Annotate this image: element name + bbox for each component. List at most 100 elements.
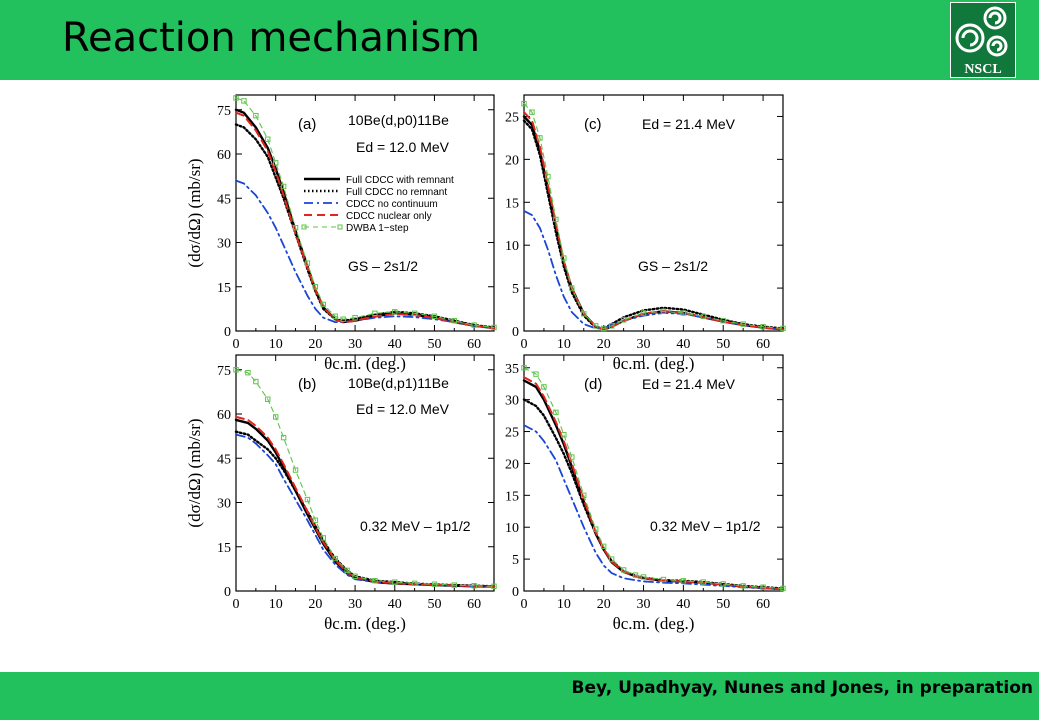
legend-marker xyxy=(301,224,307,230)
series-point xyxy=(608,323,615,329)
x-tick-label: 40 xyxy=(388,597,402,612)
series-point xyxy=(280,183,287,190)
series-point xyxy=(451,317,458,324)
x-tick-label: 10 xyxy=(269,597,283,612)
series-point xyxy=(292,225,299,231)
series-point xyxy=(660,308,667,314)
series-line xyxy=(522,379,785,591)
series-point xyxy=(320,301,327,308)
series-point xyxy=(372,577,378,584)
x-axis-label: θc.m. (deg.) xyxy=(613,614,695,633)
x-tick-label: 0 xyxy=(521,597,528,612)
y-tick-label: 25 xyxy=(505,426,519,441)
series-point xyxy=(241,98,247,104)
series-point xyxy=(593,526,599,532)
series-point xyxy=(541,384,547,390)
series-point xyxy=(537,135,543,141)
x-tick-label: 40 xyxy=(388,337,402,352)
series-point xyxy=(491,583,497,589)
series-point xyxy=(312,284,319,290)
plot-frame xyxy=(235,354,495,592)
panel-label: (c) xyxy=(584,116,602,133)
x-tick-label: 60 xyxy=(467,597,481,612)
series-point xyxy=(780,585,786,592)
x-tick-label: 30 xyxy=(637,337,651,352)
x-tick-label: 20 xyxy=(597,337,611,352)
y-tick-label: 45 xyxy=(217,452,231,467)
legend-entry: Full CDCC with remnant xyxy=(346,175,454,186)
y-tick-label: 30 xyxy=(505,394,519,409)
y-tick-label: 0 xyxy=(512,325,519,340)
series-point xyxy=(392,579,398,585)
panel-label: (d) xyxy=(584,376,602,393)
series-point xyxy=(521,100,527,107)
series-line xyxy=(523,111,784,331)
footer-bar xyxy=(0,672,1039,720)
series-point xyxy=(272,414,279,420)
y-tick-label: 75 xyxy=(217,364,231,379)
state-label: GS – 2s1/2 xyxy=(348,258,418,274)
y-tick-label: 10 xyxy=(505,521,519,536)
series-point xyxy=(581,492,587,499)
series-point xyxy=(740,583,746,589)
y-tick-label: 15 xyxy=(217,541,231,556)
x-tick-label: 50 xyxy=(716,597,730,612)
series-point xyxy=(292,467,299,473)
series-line xyxy=(235,179,495,329)
series-point xyxy=(265,136,271,142)
series-line xyxy=(235,415,495,588)
y-tick-label: 15 xyxy=(505,196,519,211)
y-tick-label: 75 xyxy=(217,104,231,119)
x-tick-label: 0 xyxy=(233,597,240,612)
series-point xyxy=(700,313,707,320)
series-point xyxy=(431,581,438,587)
series-line xyxy=(522,398,785,590)
x-tick-label: 30 xyxy=(637,597,651,612)
plot-frame xyxy=(235,94,495,332)
series-point xyxy=(320,535,327,541)
series-point xyxy=(521,365,527,371)
x-tick-label: 30 xyxy=(348,597,362,612)
y-tick-label: 25 xyxy=(505,110,519,125)
x-tick-label: 30 xyxy=(348,337,362,352)
y-tick-label: 30 xyxy=(217,237,231,252)
legend-entry: CDCC nuclear only xyxy=(346,211,432,222)
x-axis-label: θc.m. (deg.) xyxy=(324,614,406,633)
x-tick-label: 60 xyxy=(756,597,770,612)
series-point xyxy=(640,310,647,316)
series-point xyxy=(561,255,567,261)
series-point xyxy=(253,112,259,119)
series-point xyxy=(233,95,239,101)
series-point xyxy=(312,517,319,523)
reaction-label: 10Be(d,p0)11Be xyxy=(348,112,449,128)
x-tick-label: 20 xyxy=(597,597,611,612)
legend-entry: CDCC no continuum xyxy=(346,199,438,210)
nscl-logo: NSCL xyxy=(949,1,1017,79)
series-point xyxy=(304,260,311,266)
series-point xyxy=(253,378,259,385)
series-point xyxy=(632,572,639,578)
series-point xyxy=(720,318,726,324)
series-point xyxy=(581,311,587,317)
y-axis-label: (dσ/dΩ) (mb/sr) xyxy=(185,158,204,267)
panel-label: (a) xyxy=(298,116,316,133)
y-tick-label: 15 xyxy=(505,489,519,504)
series-point xyxy=(553,409,559,416)
x-tick-label: 60 xyxy=(756,337,770,352)
series-line xyxy=(234,430,496,588)
series-point xyxy=(620,317,627,323)
series-point xyxy=(569,285,575,291)
series-point xyxy=(471,582,477,589)
chart-panel: 0 10 20 30 40 50 60 0 15 30 45 60 75 (a) 10Be(d,p0)11B… xyxy=(185,94,497,373)
x-tick-label: 10 xyxy=(269,337,283,352)
energy-label: Ed = 12.0 MeV xyxy=(356,139,450,155)
series-point xyxy=(600,325,607,332)
y-tick-label: 20 xyxy=(505,153,519,168)
series-point xyxy=(491,324,497,331)
x-tick-label: 20 xyxy=(308,597,322,612)
series-line xyxy=(523,376,784,591)
series-point xyxy=(660,576,667,583)
panel-label: (b) xyxy=(298,376,316,393)
series-point xyxy=(593,323,599,329)
